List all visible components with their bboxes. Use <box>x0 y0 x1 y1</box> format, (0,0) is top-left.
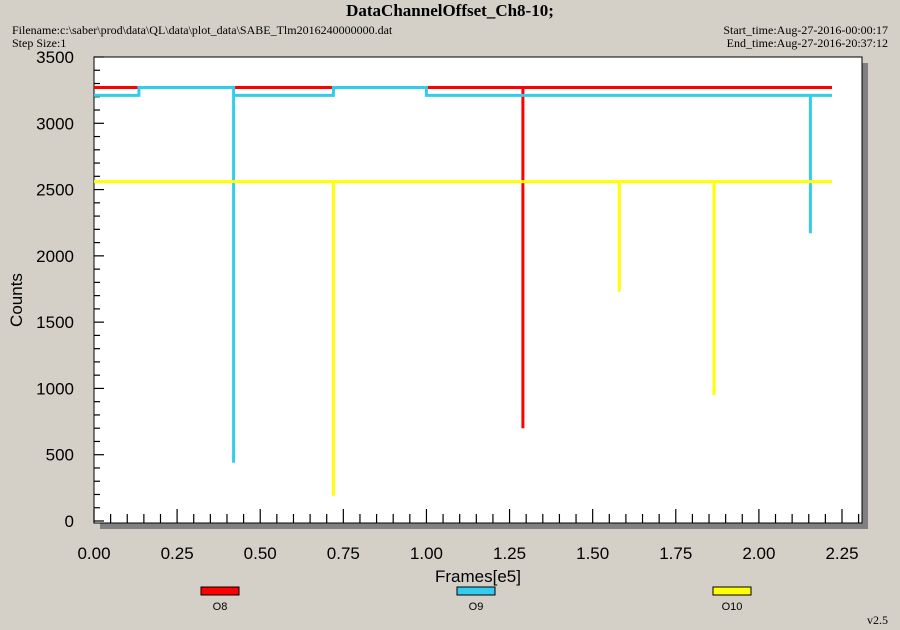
start-time-text: Start_time:Aug-27-2016-00:00:17 <box>723 23 888 37</box>
x-tick-label: 2.00 <box>742 544 775 563</box>
plot-area <box>93 56 863 524</box>
version-text: v2.5 <box>867 613 888 627</box>
y-tick-label: 2000 <box>36 247 74 266</box>
legend-swatch-o8 <box>200 586 240 596</box>
y-tick-label: 500 <box>46 446 74 465</box>
legend: O8 O9 O10 <box>200 586 752 613</box>
x-tick-label: 1.75 <box>659 544 692 563</box>
legend-label-o9: O9 <box>469 601 484 613</box>
y-tick-label: 2500 <box>36 181 74 200</box>
x-tick-label: 1.50 <box>576 544 609 563</box>
x-tick-label: 0.00 <box>77 544 110 563</box>
series-line-o10 <box>94 180 832 496</box>
legend-swatch-o10 <box>712 586 752 596</box>
y-tick-label: 3500 <box>36 48 74 67</box>
axis-ticks <box>93 56 860 523</box>
filename-text: Filename:c:\saber\prod\data\QL\data\plot… <box>12 23 393 37</box>
y-tick-label: 3000 <box>36 114 74 133</box>
x-tick-label: 1.25 <box>493 544 526 563</box>
x-axis-label: Frames[e5] <box>435 567 521 586</box>
time-info: Start_time:Aug-27-2016-00:00:17 End_time… <box>723 24 888 50</box>
step-size-text: Step Size:1 <box>12 36 67 50</box>
x-tick-label: 0.50 <box>244 544 277 563</box>
series-line-o9 <box>94 86 832 463</box>
x-tick-label: 1.00 <box>410 544 443 563</box>
tick-labels: 0.00 0.25 0.50 0.75 1.00 1.25 1.50 1.75 2.00 2.25… <box>36 48 858 563</box>
legend-swatch-o9 <box>456 586 496 596</box>
legend-label-o10: O10 <box>722 601 743 613</box>
y-tick-label: 1500 <box>36 313 74 332</box>
series-lines <box>94 86 832 496</box>
x-tick-label: 0.75 <box>327 544 360 563</box>
file-info: Filename:c:\saber\prod\data\QL\data\plot… <box>12 24 392 50</box>
x-tick-label: 0.25 <box>161 544 194 563</box>
chart-title: DataChannelOffset_Ch8-10; <box>346 1 554 20</box>
x-tick-label: 2.25 <box>825 544 858 563</box>
y-axis-label: Counts <box>7 273 26 327</box>
y-tick-label: 1000 <box>36 379 74 398</box>
end-time-text: End_time:Aug-27-2016-20:37:12 <box>726 36 888 50</box>
legend-label-o8: O8 <box>213 601 228 613</box>
y-tick-label: 0 <box>65 512 74 531</box>
